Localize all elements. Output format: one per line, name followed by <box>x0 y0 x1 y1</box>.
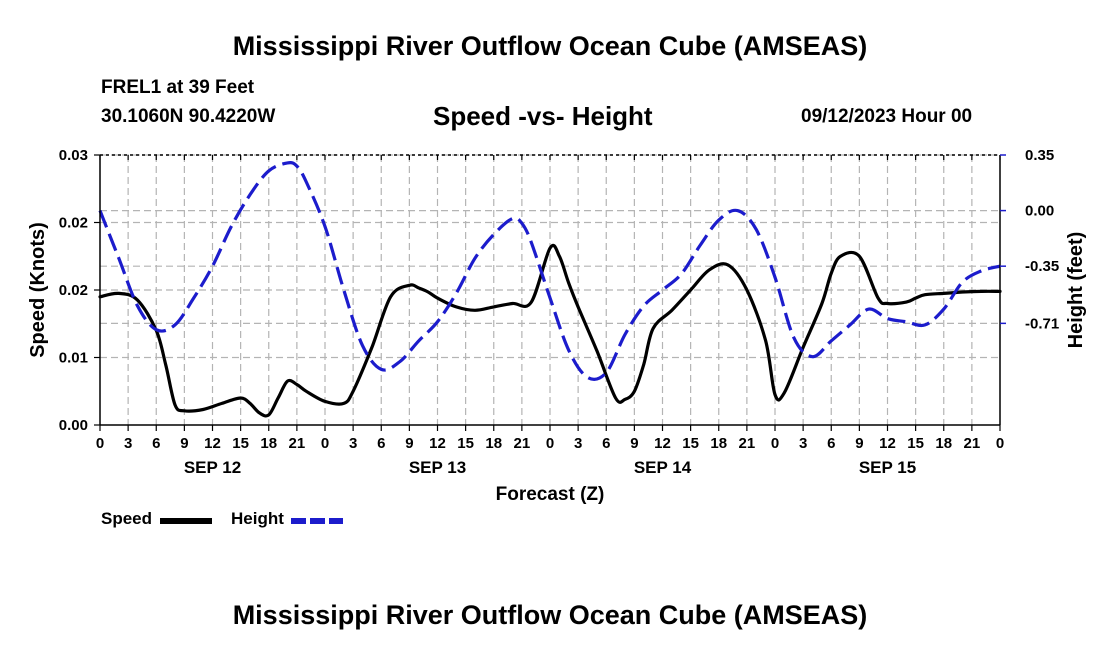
x-tick-label: 9 <box>855 435 863 452</box>
station-label: FREL1 at 39 Feet <box>101 77 255 98</box>
x-tick-label: 12 <box>879 435 896 452</box>
x-tick-label: 21 <box>964 435 981 452</box>
x-tick-label: 12 <box>654 435 671 452</box>
x-tick-label: 15 <box>232 435 249 452</box>
legend-label-height: Height <box>231 509 284 528</box>
day-label: SEP 13 <box>409 458 466 477</box>
x-tick-label: 9 <box>630 435 638 452</box>
x-tick-label: 18 <box>935 435 952 452</box>
x-tick-label: 0 <box>771 435 779 452</box>
legend-label-speed: Speed <box>101 509 153 528</box>
chart-title: Speed -vs- Height <box>433 101 653 131</box>
day-label: SEP 12 <box>184 458 241 477</box>
x-tick-label: 0 <box>996 435 1004 452</box>
y-tick-label: 0.03 <box>59 147 88 164</box>
x-tick-label: 21 <box>514 435 531 452</box>
x-tick-label: 21 <box>289 435 306 452</box>
x-tick-label: 3 <box>799 435 807 452</box>
series-line-speed <box>98 243 1002 418</box>
x-tick-label: 6 <box>152 435 160 452</box>
x-tick-label: 3 <box>124 435 132 452</box>
y2-tick-label: 0.35 <box>1025 147 1054 164</box>
x-tick-label: 3 <box>349 435 357 452</box>
day-label: SEP 15 <box>859 458 916 477</box>
series-line-height <box>98 161 1001 381</box>
x-tick-label: 0 <box>321 435 329 452</box>
x-tick-label: 0 <box>546 435 554 452</box>
x-tick-label: 9 <box>405 435 413 452</box>
x-tick-label: 0 <box>96 435 104 452</box>
day-label: SEP 14 <box>634 458 692 477</box>
x-tick-label: 3 <box>574 435 582 452</box>
main-title-bottom: Mississippi River Outflow Ocean Cube (AM… <box>232 600 868 630</box>
x-tick-label: 6 <box>827 435 835 452</box>
legend-swatch-height <box>291 518 343 524</box>
y2-tick-label: -0.71 <box>1025 315 1059 332</box>
x-tick-label: 21 <box>739 435 756 452</box>
x-tick-label: 18 <box>710 435 727 452</box>
x-axis-label: Forecast (Z) <box>496 484 605 505</box>
date-hour-label: 09/12/2023 Hour 00 <box>801 106 973 127</box>
x-tick-label: 6 <box>377 435 385 452</box>
y-tick-label: 0.02 <box>59 215 88 232</box>
x-tick-label: 12 <box>429 435 446 452</box>
y2-tick-label: -0.35 <box>1025 258 1059 275</box>
y2-axis-label: Height (feet) <box>1065 232 1087 349</box>
x-tick-label: 6 <box>602 435 610 452</box>
y-tick-label: 0.00 <box>59 417 88 434</box>
y-axis-label: Speed (Knots) <box>27 222 49 358</box>
x-tick-label: 15 <box>682 435 699 452</box>
y2-tick-label: 0.00 <box>1025 203 1054 220</box>
y-tick-label: 0.02 <box>59 282 88 299</box>
x-tick-label: 18 <box>485 435 502 452</box>
legend-swatch-speed <box>160 518 212 524</box>
main-title-top: Mississippi River Outflow Ocean Cube (AM… <box>232 31 868 61</box>
x-tick-label: 12 <box>204 435 221 452</box>
y-tick-label: 0.01 <box>59 350 88 367</box>
x-tick-label: 9 <box>180 435 188 452</box>
x-tick-label: 15 <box>907 435 924 452</box>
x-tick-label: 18 <box>260 435 277 452</box>
coordinates-label: 30.1060N 90.4220W <box>101 106 276 127</box>
x-tick-label: 15 <box>457 435 474 452</box>
